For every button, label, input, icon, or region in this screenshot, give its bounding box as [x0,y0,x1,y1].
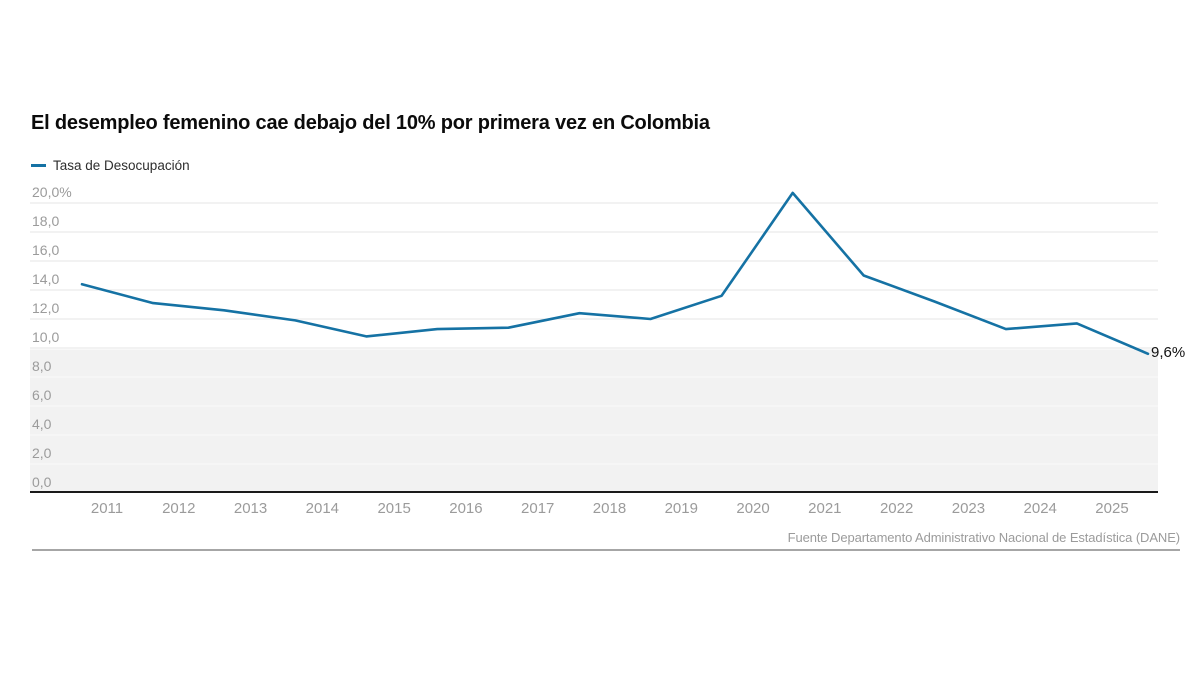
y-axis-tick-label: 2,0 [32,445,52,461]
x-axis-tick-label: 2015 [377,500,411,517]
x-axis-tick-label: 2025 [1095,500,1129,517]
x-axis-tick-label: 2014 [305,500,340,517]
x-axis-tick-label: 2011 [90,500,124,517]
y-axis-tick-label: 14,0 [32,271,60,287]
y-axis-tick-label: 18,0 [32,213,60,229]
y-axis-tick-label: 4,0 [32,416,52,432]
x-axis-tick-label: 2019 [664,500,698,517]
chart-title: El desempleo femenino cae debajo del 10%… [31,112,710,134]
y-axis-tick-label: 16,0 [32,242,60,258]
x-axis-tick-label: 2021 [808,500,842,517]
x-axis-tick-label: 2024 [1023,500,1057,517]
series-end-label: 9,6% [1151,344,1186,361]
x-axis-tick-label: 2020 [736,500,770,517]
legend-label: Tasa de Desocupación [53,158,190,173]
y-axis-tick-label: 20,0% [32,184,72,200]
y-axis-tick-label: 8,0 [32,358,52,374]
y-axis-tick-label: 0,0 [32,474,52,490]
legend-line-swatch-icon [31,163,46,168]
x-axis-tick-label: 2013 [233,500,268,517]
highlight-band [30,349,1158,492]
series-line [80,191,1150,356]
y-axis-tick-label: 6,0 [32,387,52,403]
legend: Tasa de Desocupación [31,158,190,173]
footer-rule [32,549,1180,551]
x-axis-tick-label: 2022 [879,500,914,517]
x-axis-tick-label: 2012 [162,500,196,517]
x-axis-tick-label: 2023 [951,500,986,517]
y-axis-tick-label: 12,0 [32,300,60,316]
y-axis-tick-label: 10,0 [32,329,60,345]
x-axis-tick-label: 2016 [449,500,483,517]
source-note: Fuente Departamento Administrativo Nacio… [787,530,1180,545]
x-axis-tick-label: 2017 [521,500,555,517]
x-axis-tick-label: 2018 [592,500,627,517]
